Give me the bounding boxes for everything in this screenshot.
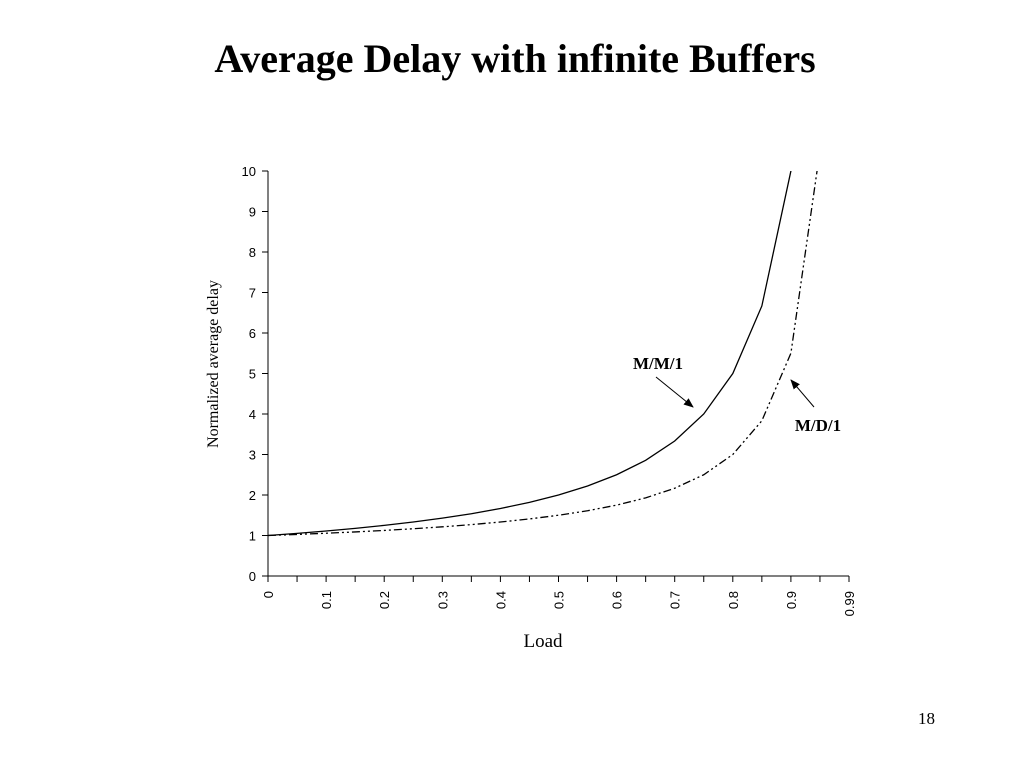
y-tick-label: 9 [249,205,256,220]
y-tick-label: 5 [249,367,256,382]
y-tick-label: 10 [242,164,256,179]
series-label: M/D/1 [795,416,841,435]
chart-title: Average Delay with infinite Buffers [214,36,815,81]
y-tick-label: 2 [249,488,256,503]
series-label-arrow [790,379,815,408]
y-tick-label: 3 [249,448,256,463]
x-tick-label: 0.99 [842,591,857,616]
x-tick-label: 0.9 [784,591,799,609]
y-tick-label: 6 [249,326,256,341]
x-tick-label: 0 [261,591,276,598]
x-tick-label: 0.3 [435,591,450,609]
series-label-arrow [655,376,694,408]
plot-area [267,171,818,537]
series-line [267,171,818,537]
y-axis-label: Normalized average delay [205,280,222,448]
x-tick-label: 0.6 [610,591,625,609]
y-tick-label: 7 [249,286,256,301]
page-number: 18 [918,709,935,728]
series-label: M/M/1 [633,354,683,373]
x-tick-label: 0.4 [493,591,508,609]
y-tick-label: 1 [249,529,256,544]
y-tick-label: 4 [249,407,256,422]
x-tick-label: 0.5 [552,591,567,609]
x-tick-label: 0.7 [668,591,683,609]
series-line [267,171,792,537]
x-tick-label: 0.1 [319,591,334,609]
y-tick-label: 8 [249,245,256,260]
x-tick-label: 0.2 [377,591,392,609]
y-tick-label: 0 [249,569,256,584]
x-tick-label: 0.8 [726,591,741,609]
x-axis-label: Load [523,631,563,652]
